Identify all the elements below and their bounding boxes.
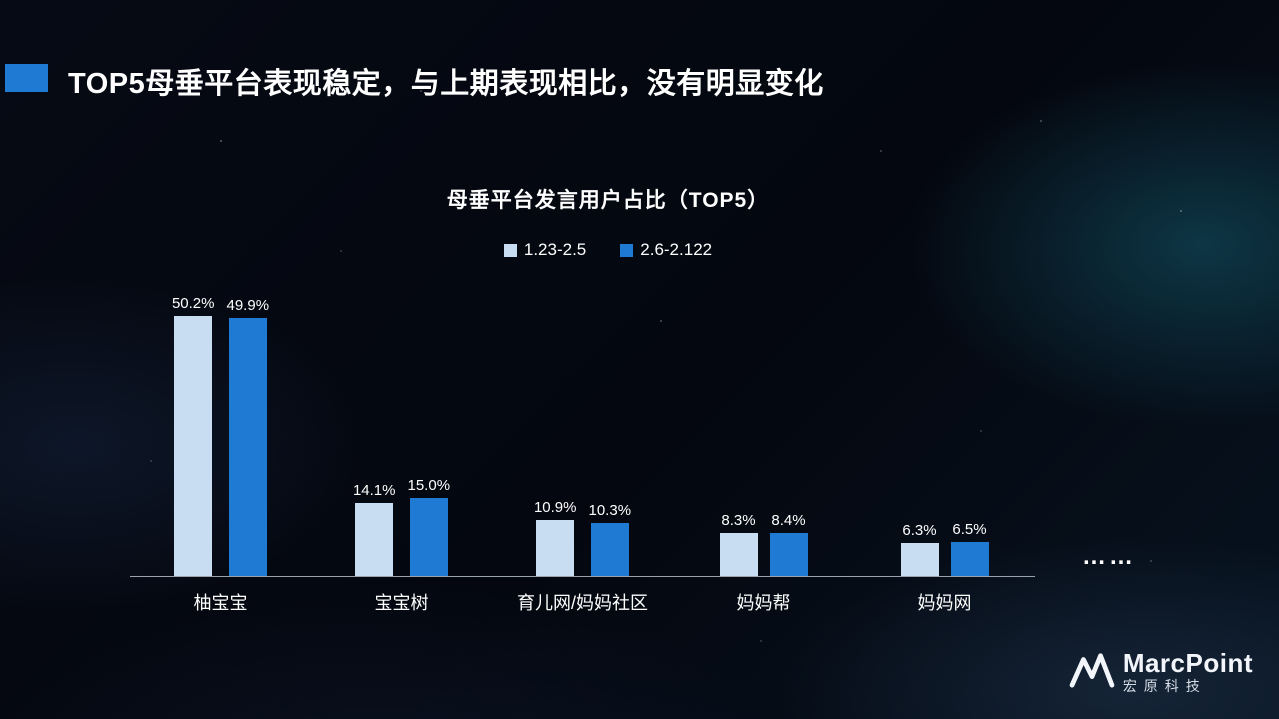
more-platforms-ellipsis: …… bbox=[1082, 543, 1136, 570]
plot-area: 50.2% 49.9% 14.1% 15.0% 10.9% 10.3% 8.3% 8.4% 6.… bbox=[130, 276, 1035, 576]
category-axis: 柚宝宝 宝宝树 育儿网/妈妈社区 妈妈帮 妈妈网 bbox=[130, 589, 1035, 615]
category-label: 柚宝宝 bbox=[193, 593, 248, 613]
bar-value-label: 8.4% bbox=[771, 512, 806, 529]
bar bbox=[536, 520, 575, 576]
starfield-decoration bbox=[0, 0, 2, 2]
bar-value-label: 49.9% bbox=[226, 297, 270, 314]
bar-group: 8.3% 8.4% bbox=[673, 276, 854, 576]
bar-value-label: 10.9% bbox=[533, 499, 577, 516]
category-label: 妈妈帮 bbox=[736, 593, 791, 613]
category-label: 妈妈网 bbox=[917, 593, 972, 613]
slide-title: TOP5母垂平台表现稳定，与上期表现相比，没有明显变化 bbox=[68, 68, 824, 100]
bar-wrap: 10.3% bbox=[588, 502, 632, 576]
bar-group: 10.9% 10.3% bbox=[492, 276, 673, 576]
title-accent-bar bbox=[5, 64, 48, 92]
bar-value-label: 15.0% bbox=[407, 477, 451, 494]
bar-wrap: 6.3% bbox=[900, 522, 939, 576]
bar bbox=[900, 543, 939, 576]
category-label: 宝宝树 bbox=[374, 593, 429, 613]
bar-group: 50.2% 49.9% bbox=[130, 276, 311, 576]
legend-item: 1.23-2.5 bbox=[503, 240, 587, 260]
bar bbox=[355, 503, 394, 576]
bar-value-label: 6.3% bbox=[902, 522, 937, 539]
logo-text: MarcPoint 宏原科技 bbox=[1122, 648, 1253, 695]
bar-value-label: 50.2% bbox=[171, 295, 215, 312]
legend-swatch bbox=[620, 243, 634, 257]
bar-wrap: 8.3% bbox=[719, 512, 758, 576]
bar-value-label: 8.3% bbox=[721, 512, 756, 529]
logo-brand: MarcPoint bbox=[1122, 648, 1253, 678]
bar bbox=[769, 533, 808, 576]
bar bbox=[174, 316, 213, 576]
chart-title: 母垂平台发言用户占比（TOP5） bbox=[446, 189, 770, 212]
bar-wrap: 8.4% bbox=[769, 512, 808, 576]
header: TOP5母垂平台表现稳定，与上期表现相比，没有明显变化 bbox=[0, 60, 1279, 100]
legend-label: 2.6-2.122 bbox=[640, 240, 713, 259]
bar-value-label: 6.5% bbox=[952, 521, 987, 538]
marcpoint-mountain-icon bbox=[1069, 650, 1115, 693]
bar-value-label: 14.1% bbox=[352, 482, 396, 499]
bar-wrap: 14.1% bbox=[353, 482, 396, 576]
category-label: 育儿网/妈妈社区 bbox=[516, 593, 648, 613]
legend-item: 2.6-2.122 bbox=[620, 240, 712, 260]
bar bbox=[950, 542, 989, 576]
bar-wrap: 6.5% bbox=[950, 521, 989, 576]
bar-value-label: 10.3% bbox=[588, 502, 632, 519]
bar-group: 14.1% 15.0% bbox=[311, 276, 492, 576]
logo: MarcPoint 宏原科技 bbox=[1069, 648, 1253, 695]
logo-subtitle: 宏原科技 bbox=[1122, 678, 1207, 695]
bar-wrap: 10.9% bbox=[534, 499, 577, 576]
bar bbox=[590, 523, 629, 576]
legend-swatch bbox=[503, 243, 517, 257]
bar-wrap: 50.2% bbox=[172, 295, 215, 576]
bar-wrap: 49.9% bbox=[226, 297, 270, 576]
bar-wrap: 15.0% bbox=[407, 477, 451, 576]
bar bbox=[228, 318, 267, 576]
chart-legend: 1.23-2.5 2.6-2.122 bbox=[0, 240, 1216, 260]
bar bbox=[719, 533, 758, 576]
bar-group: 6.3% 6.5% bbox=[854, 276, 1035, 576]
legend-label: 1.23-2.5 bbox=[523, 240, 587, 259]
x-axis-line bbox=[130, 576, 1035, 577]
bar bbox=[409, 498, 448, 576]
